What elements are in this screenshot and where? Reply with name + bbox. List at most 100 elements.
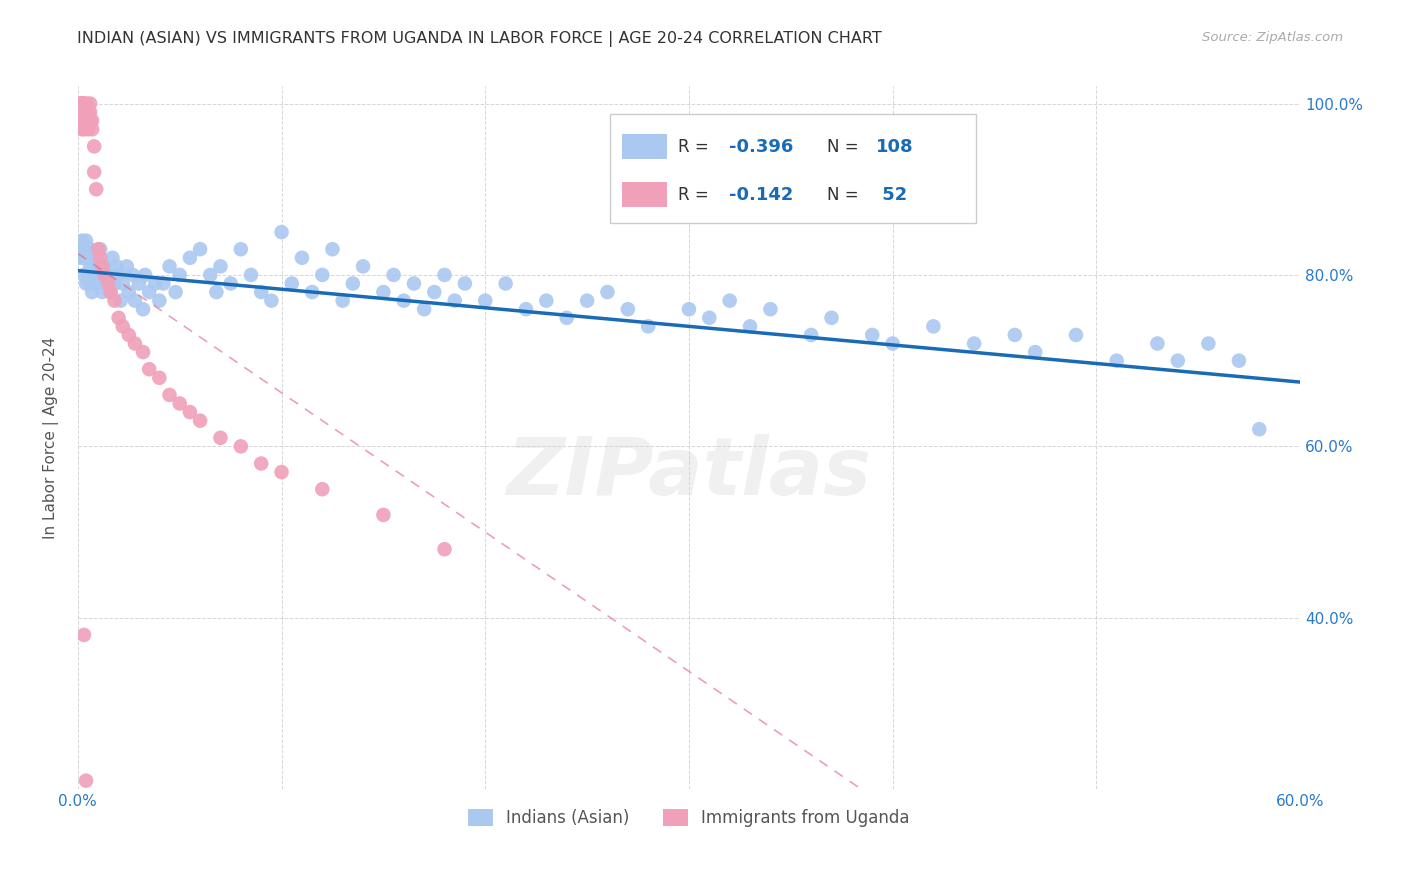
- Point: [111, 319, 134, 334]
- Point: [82, 113, 104, 128]
- Point: [70, 122, 93, 136]
- Point: [240, 268, 263, 282]
- Point: [373, 285, 395, 299]
- Point: [77, 268, 100, 282]
- Text: -0.396: -0.396: [730, 137, 793, 156]
- Point: [91, 260, 114, 274]
- Point: [100, 285, 122, 299]
- Point: [75, 96, 97, 111]
- Point: [495, 277, 517, 291]
- Point: [73, 122, 96, 136]
- Point: [79, 105, 101, 120]
- Point: [270, 465, 292, 479]
- Point: [433, 268, 456, 282]
- Point: [209, 431, 232, 445]
- Point: [555, 310, 578, 325]
- Point: [70, 242, 93, 256]
- Point: [800, 327, 823, 342]
- Point: [188, 414, 211, 428]
- Point: [138, 285, 160, 299]
- Point: [134, 268, 156, 282]
- Point: [718, 293, 741, 308]
- Point: [311, 482, 333, 496]
- Point: [205, 285, 228, 299]
- Point: [179, 251, 201, 265]
- Text: Source: ZipAtlas.com: Source: ZipAtlas.com: [1202, 31, 1343, 45]
- Point: [79, 96, 101, 111]
- Point: [291, 251, 314, 265]
- Point: [97, 277, 120, 291]
- FancyBboxPatch shape: [621, 182, 666, 207]
- Point: [75, 113, 97, 128]
- Point: [96, 277, 118, 291]
- Point: [143, 277, 166, 291]
- Text: N =: N =: [827, 186, 863, 203]
- Text: INDIAN (ASIAN) VS IMMIGRANTS FROM UGANDA IN LABOR FORCE | AGE 20-24 CORRELATION : INDIAN (ASIAN) VS IMMIGRANTS FROM UGANDA…: [77, 31, 882, 47]
- Text: 52: 52: [876, 186, 907, 203]
- Point: [124, 336, 146, 351]
- Point: [536, 293, 558, 308]
- Point: [73, 113, 96, 128]
- Point: [229, 439, 252, 453]
- Point: [77, 122, 100, 136]
- Point: [576, 293, 599, 308]
- Point: [402, 277, 425, 291]
- Point: [73, 242, 96, 256]
- Point: [70, 105, 93, 120]
- Point: [152, 277, 174, 291]
- Point: [148, 293, 170, 308]
- Point: [1167, 353, 1189, 368]
- Point: [311, 268, 333, 282]
- Point: [118, 327, 141, 342]
- Point: [132, 302, 155, 317]
- Point: [100, 285, 122, 299]
- Point: [89, 251, 111, 265]
- FancyBboxPatch shape: [621, 134, 666, 160]
- Point: [392, 293, 415, 308]
- Point: [515, 302, 537, 317]
- Point: [73, 96, 96, 111]
- Point: [820, 310, 842, 325]
- Point: [678, 302, 700, 317]
- Point: [73, 105, 96, 120]
- Point: [124, 293, 146, 308]
- Point: [97, 268, 120, 282]
- Point: [77, 105, 100, 120]
- Point: [77, 251, 100, 265]
- Point: [1064, 327, 1087, 342]
- Point: [260, 293, 283, 308]
- Point: [82, 285, 104, 299]
- Point: [69, 96, 91, 111]
- Point: [321, 242, 343, 256]
- Text: R =: R =: [678, 137, 714, 156]
- Point: [84, 268, 107, 282]
- Point: [105, 260, 128, 274]
- Point: [963, 336, 986, 351]
- Point: [382, 268, 405, 282]
- Point: [69, 105, 91, 120]
- Point: [159, 260, 181, 274]
- Text: N =: N =: [827, 137, 863, 156]
- Point: [165, 285, 187, 299]
- Point: [84, 182, 107, 196]
- Point: [128, 277, 150, 291]
- Point: [87, 260, 110, 274]
- Point: [70, 234, 93, 248]
- Point: [111, 277, 134, 291]
- Point: [84, 251, 107, 265]
- Point: [87, 242, 110, 256]
- Point: [89, 242, 111, 256]
- Point: [1024, 345, 1046, 359]
- Text: 108: 108: [876, 137, 914, 156]
- Point: [83, 139, 105, 153]
- Point: [1146, 336, 1168, 351]
- Point: [79, 260, 101, 274]
- Point: [79, 242, 101, 256]
- Point: [1105, 353, 1128, 368]
- Point: [83, 260, 105, 274]
- Point: [148, 371, 170, 385]
- Point: [103, 277, 125, 291]
- Point: [454, 277, 477, 291]
- Point: [1249, 422, 1271, 436]
- Point: [93, 260, 115, 274]
